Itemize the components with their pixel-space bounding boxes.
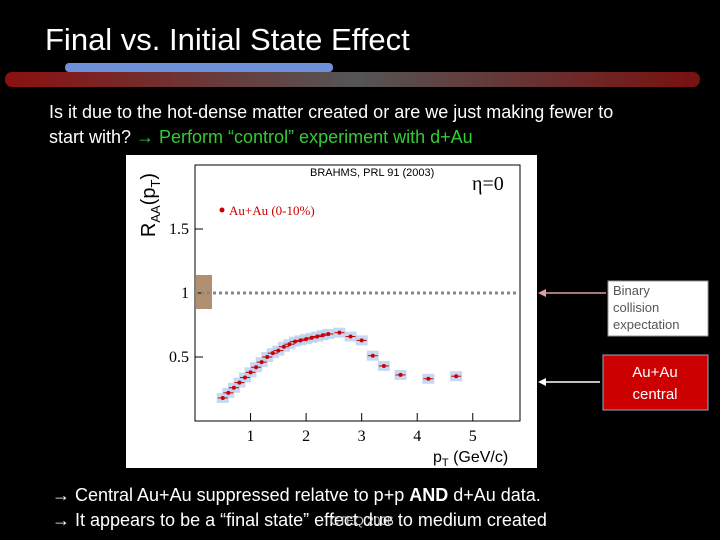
central-box xyxy=(602,354,709,411)
y-label-part: (p xyxy=(138,188,160,206)
arrow-head xyxy=(538,378,546,386)
legend-label: Au+Au (0-10%) xyxy=(229,203,315,218)
x-axis-label: pT (GeV/c) xyxy=(433,449,508,469)
data-point xyxy=(243,375,247,380)
data-point xyxy=(281,344,286,349)
x-tick-label: 4 xyxy=(413,428,421,445)
data-point xyxy=(426,376,431,381)
conclusion-line: → Central Au+Au suppressed relatve to p+… xyxy=(52,485,541,505)
data-point xyxy=(381,363,386,368)
conclusion-bold: AND xyxy=(409,485,448,505)
slide-title: Final vs. Initial State Effect xyxy=(45,22,410,57)
annotation-text: Binary xyxy=(613,283,650,298)
conclusion-text: → Central Au+Au suppressed relatve to p+… xyxy=(52,485,409,505)
data-point xyxy=(237,380,242,385)
separator xyxy=(5,72,700,87)
y-axis-label: RAA(pT) xyxy=(138,173,163,237)
y-label-sub: AA xyxy=(148,205,163,223)
data-point xyxy=(454,374,459,379)
y-label-part: R xyxy=(138,223,160,237)
data-point xyxy=(359,338,364,343)
x-label-sub: T xyxy=(442,457,449,469)
data-point xyxy=(337,330,342,335)
y-tick-label: 1 xyxy=(181,285,189,302)
x-tick-label: 2 xyxy=(302,428,310,445)
x-label-part: p xyxy=(433,449,442,466)
arrow-head xyxy=(538,289,546,297)
intro-text: start with? xyxy=(49,127,136,147)
binary-box xyxy=(607,280,709,337)
data-point xyxy=(398,372,403,377)
data-point xyxy=(231,385,236,390)
data-point xyxy=(248,370,253,375)
plot: 0.5 1 1.5 1 2 3 4 5 Au+Au (0-10%) xyxy=(169,164,521,445)
y-label-sub: T xyxy=(148,180,163,188)
annotation-text: Au+Au xyxy=(632,364,677,381)
x-tick-label: 1 xyxy=(247,428,255,445)
y-label-part: ) xyxy=(138,173,160,180)
annotation-text: central xyxy=(632,386,677,403)
data-point xyxy=(265,355,270,359)
y-tick-label: 1.5 xyxy=(169,221,189,238)
data-point xyxy=(259,360,264,365)
conclusion-line: → It appears to be a “final state” effec… xyxy=(52,510,547,530)
data-point xyxy=(370,353,375,358)
annotation-text: expectation xyxy=(613,317,680,332)
data-point xyxy=(270,351,275,356)
x-tick-label: 5 xyxy=(469,428,477,445)
footer: CTEQ 2006 xyxy=(330,514,394,528)
conclusion-text: d+Au data. xyxy=(448,485,541,505)
separator-accent xyxy=(65,63,333,72)
data-point xyxy=(254,365,259,370)
intro-highlight: → Perform “control” experiment with d+Au xyxy=(136,127,473,147)
data-point xyxy=(276,348,281,353)
data-point xyxy=(348,334,353,339)
legend-marker xyxy=(219,207,225,213)
data-point xyxy=(220,395,225,400)
x-label-part: (GeV/c) xyxy=(449,449,509,466)
data-point xyxy=(326,331,331,336)
y-tick-label: 0.5 xyxy=(169,349,189,366)
plot-title: BRAHMS, PRL 91 (2003) xyxy=(310,167,434,179)
x-tick-label: 3 xyxy=(358,428,366,445)
intro-line: start with? → Perform “control” experime… xyxy=(49,127,473,147)
annotation-text: collision xyxy=(613,300,659,315)
plot-annotation: η=0 xyxy=(472,173,504,195)
data-point xyxy=(226,390,231,395)
intro-line: Is it due to the hot-dense matter create… xyxy=(49,102,613,122)
data-point xyxy=(287,342,292,347)
